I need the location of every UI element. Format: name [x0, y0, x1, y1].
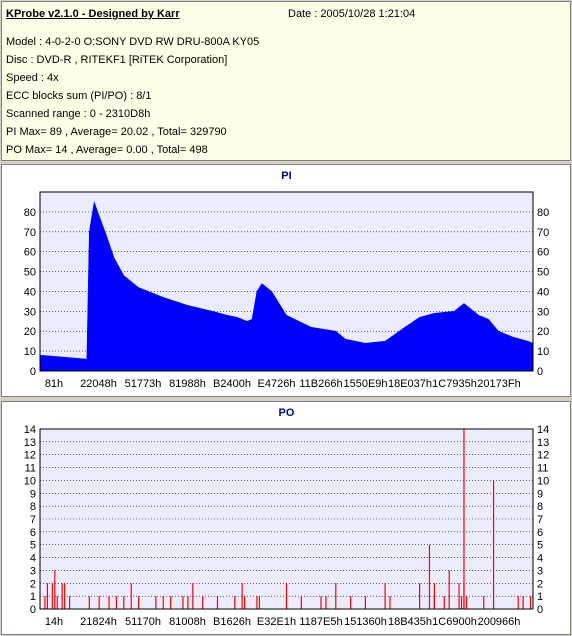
y-tick-label-right: 40 [537, 286, 549, 298]
pi-chart: PI 0 0 10 10 20 20 30 30 40 40 50 50 60 60 70 70 80 80 81h 2… [24, 170, 550, 390]
y-tick-label-right: 0 [537, 366, 543, 378]
y-tick-label-right: 0 [537, 604, 543, 616]
x-tick-label: 151360h [344, 616, 387, 628]
y-tick-label-left: 5 [30, 540, 36, 552]
plot-frame [39, 191, 534, 372]
po-chart-panel: PO 0 0 1 1 2 2 3 3 4 4 5 5 6 6 7 7 8 8 9 9 10 10 11 11 12 12 13 13 14… [1, 401, 571, 635]
x-tick-label: E32E1h [257, 616, 296, 628]
y-tick-label-left: 20 [24, 326, 36, 338]
scanned-range-line: Scanned range : 0 - 2310D8h [6, 108, 151, 120]
plot-frame [39, 428, 534, 610]
x-tick-label: E4726h [258, 378, 296, 390]
y-tick-label-left: 9 [30, 488, 36, 500]
scan-date: Date : 2005/10/28 1:21:04 [288, 8, 416, 20]
po-stats-line: PO Max= 14 , Average= 0.00 , Total= 498 [6, 144, 208, 156]
y-tick-label-left: 12 [24, 450, 36, 462]
speed-line: Speed : 4x [6, 72, 59, 84]
y-tick-label-right: 7 [537, 514, 543, 526]
y-tick-label-right: 14 [537, 424, 549, 436]
y-tick-label-right: 10 [537, 346, 549, 358]
x-tick-label: 1550E9h [343, 378, 387, 390]
x-tick-label: 18E037h [388, 378, 432, 390]
x-tick-label: 200966h [478, 616, 521, 628]
y-tick-label-right: 70 [537, 227, 549, 239]
y-tick-label-left: 80 [24, 207, 36, 219]
y-tick-label-right: 1 [537, 591, 543, 603]
x-tick-label: B1626h [213, 616, 251, 628]
y-tick-label-left: 13 [24, 437, 36, 449]
y-tick-label-left: 50 [24, 267, 36, 279]
y-tick-label-right: 5 [537, 540, 543, 552]
y-tick-label-right: 12 [537, 450, 549, 462]
y-tick-label-right: 50 [537, 267, 549, 279]
y-tick-label-left: 40 [24, 286, 36, 298]
y-tick-label-left: 1 [30, 591, 36, 603]
chart-title: PO [279, 407, 295, 419]
y-tick-label-left: 7 [30, 514, 36, 526]
y-tick-label-left: 6 [30, 527, 36, 539]
y-tick-label-right: 2 [537, 578, 543, 590]
pi-chart-panel: PI 0 0 10 10 20 20 30 30 40 40 50 50 60 60 70 70 80 80 81h 2… [1, 164, 571, 397]
y-tick-label-left: 14 [24, 424, 36, 436]
x-tick-label: 18B435h [388, 616, 432, 628]
y-tick-label-right: 9 [537, 488, 543, 500]
x-tick-label: 14h [45, 616, 63, 628]
y-tick-label-right: 8 [537, 501, 543, 513]
y-tick-label-right: 13 [537, 437, 549, 449]
y-tick-label-right: 11 [537, 463, 548, 475]
x-tick-label: 1C6900h [432, 616, 477, 628]
x-tick-label: 22048h [80, 378, 117, 390]
x-tick-label: 51773h [125, 378, 162, 390]
x-tick-label: 1187E5h [299, 616, 342, 628]
chart-title: PI [281, 170, 291, 182]
y-tick-label-right: 60 [537, 247, 549, 259]
y-tick-label-left: 60 [24, 247, 36, 259]
y-tick-label-left: 8 [30, 501, 36, 513]
model-line: Model : 4-0-2-0 O:SONY DVD RW DRU-800A K… [6, 36, 260, 48]
app-title: KProbe v2.1.0 - Designed by Karr [6, 8, 180, 20]
x-tick-label: 51170h [125, 616, 161, 628]
x-tick-label: 11B266h [299, 378, 342, 390]
y-tick-label-right: 20 [537, 326, 549, 338]
y-tick-label-right: 4 [537, 553, 543, 565]
y-tick-label-right: 10 [537, 475, 549, 487]
y-tick-label-right: 6 [537, 527, 543, 539]
info-panel: KProbe v2.1.0 - Designed by Karr Date : … [1, 1, 571, 161]
y-tick-label-left: 11 [25, 463, 36, 475]
x-tick-label: 20173Fh [477, 378, 520, 390]
y-tick-label-left: 10 [24, 346, 36, 358]
y-tick-label-left: 4 [30, 553, 36, 565]
x-tick-label: 81h [45, 378, 63, 390]
pi-series-area [39, 200, 534, 372]
disc-line: Disc : DVD-R , RITEKF1 [RiTEK Corporatio… [6, 54, 228, 66]
x-tick-label: 81008h [169, 616, 206, 628]
y-tick-label-right: 30 [537, 306, 549, 318]
y-tick-label-left: 2 [30, 578, 36, 590]
y-tick-label-left: 70 [24, 227, 36, 239]
x-tick-label: 1C7935h [432, 378, 477, 390]
ecc-line: ECC blocks sum (PI/PO) : 8/1 [6, 90, 152, 102]
y-tick-label-left: 3 [30, 565, 36, 577]
x-tick-label: 21824h [80, 616, 117, 628]
y-tick-label-left: 0 [30, 366, 36, 378]
y-tick-label-left: 30 [24, 306, 36, 318]
x-tick-label: 81988h [169, 378, 206, 390]
pi-stats-line: PI Max= 89 , Average= 20.02 , Total= 329… [6, 126, 227, 138]
y-tick-label-left: 10 [24, 475, 36, 487]
x-tick-label: B2400h [213, 378, 251, 390]
y-tick-label-right: 3 [537, 565, 543, 577]
y-tick-label-right: 80 [537, 207, 549, 219]
y-tick-label-left: 0 [30, 604, 36, 616]
